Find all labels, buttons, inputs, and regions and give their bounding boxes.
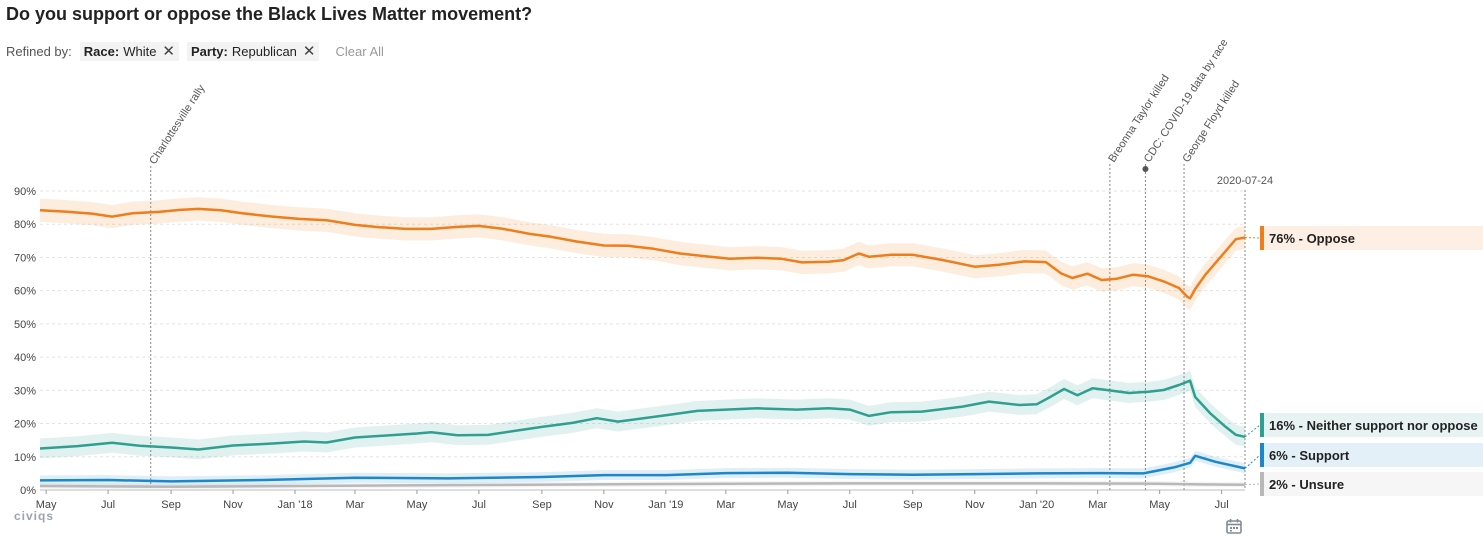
filter-chip-race[interactable]: Race: White ✕ [79,41,179,61]
x-tick-label: Jul [101,499,115,511]
filter-value: Republican [231,43,297,59]
x-tick-label: Nov [223,499,243,511]
end-label-box [1260,413,1483,437]
x-tick-label: May [407,499,428,511]
end-label-marker [1260,472,1264,496]
series-line [39,482,1246,488]
y-tick-label: 90% [14,186,36,198]
y-tick-label: 30% [14,385,36,397]
x-tick-label: Jan '19 [648,499,683,511]
y-tick-label: 40% [14,352,36,364]
end-label-marker [1260,226,1264,250]
x-tick-label: Sep [903,499,923,511]
calendar-icon[interactable] [1226,518,1242,534]
end-label: 76% - Oppose [1269,231,1355,246]
annotation-label: 2020-07-24 [1217,175,1273,187]
series-line [39,379,1246,451]
confidence-band [40,370,1245,460]
x-tick-label: Jul [1215,499,1229,511]
x-tick-label: May [777,499,798,511]
filter-key: Race: [83,43,120,59]
end-label-marker [1260,443,1264,467]
series-line [39,207,1246,300]
annotation-label: Charlottesville rally [147,82,208,166]
leader-line [1244,454,1261,469]
x-tick-label: Jul [843,499,857,511]
end-label: 2% - Unsure [1269,477,1344,492]
page-title: Do you support or oppose the Black Lives… [6,4,533,24]
x-tick-label: Jan '20 [1019,499,1054,511]
clear-all-button[interactable]: Clear All [335,43,384,59]
y-tick-label: 80% [14,219,36,231]
y-tick-label: 70% [14,252,36,264]
x-tick-label: Nov [965,499,985,511]
end-label-marker [1260,413,1264,437]
x-tick-label: May [1149,499,1170,511]
x-tick-label: Mar [716,499,735,511]
leader-line [1244,424,1261,438]
close-icon[interactable]: ✕ [302,42,316,60]
end-label-box [1260,472,1483,496]
civiqs-logo: civiqs [14,509,55,523]
refined-by-label: Refined by: [6,43,72,59]
end-label: 6% - Support [1269,448,1350,463]
y-tick-label: 0% [20,485,36,497]
filter-value: White [123,43,157,59]
x-tick-label: Nov [594,499,614,511]
filter-bar: Refined by: Race: White ✕ Party: Republi… [6,40,384,62]
close-icon[interactable]: ✕ [162,42,175,60]
leader-line [1244,483,1261,486]
end-label-box [1260,443,1483,467]
x-tick-label: Sep [161,499,181,511]
x-tick-label: Mar [345,499,364,511]
x-tick-label: May [36,499,57,511]
y-tick-label: 10% [14,452,36,464]
end-label: 16% - Neither support nor oppose [1269,418,1478,433]
filter-key: Party: [191,43,228,59]
y-tick-label: 20% [14,419,36,431]
x-tick-label: Jul [472,499,486,511]
filter-chip-party[interactable]: Party: Republican ✕ [187,41,320,61]
confidence-band [40,197,1245,310]
x-tick-label: Jan '18 [277,499,312,511]
y-tick-label: 60% [14,286,36,298]
annotation-dot [1142,166,1149,172]
annotation-label: Breonna Taylor killed [1106,73,1172,165]
series-line [39,454,1246,483]
x-tick-label: Mar [1088,499,1107,511]
y-tick-label: 50% [14,319,36,331]
end-label-box [1260,226,1483,250]
x-tick-label: Sep [532,499,552,511]
